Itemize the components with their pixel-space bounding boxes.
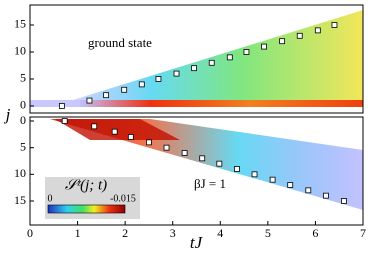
marker (173, 70, 180, 77)
marker (155, 76, 162, 82)
x-tick-label: 3 (170, 226, 176, 240)
panel-annotation: βJ = 1 (194, 176, 226, 191)
marker (314, 27, 321, 34)
heatmap-top (30, 10, 363, 107)
x-tick-label: 6 (312, 226, 318, 240)
marker (146, 139, 152, 146)
colorbar-label: 𝒮ᶻ(j; t) (65, 177, 107, 193)
x-tick-label: 1 (75, 226, 81, 240)
marker (341, 198, 347, 204)
y-tick-label: 5 (20, 139, 26, 153)
y-tick-label: 0 (20, 98, 26, 112)
y-tick-label: 15 (14, 193, 26, 207)
marker (181, 150, 188, 156)
y-tick-label: 5 (20, 71, 26, 85)
y-tick-label: 10 (14, 44, 26, 58)
marker (226, 54, 233, 61)
marker (111, 128, 118, 135)
marker (61, 118, 68, 124)
marker (331, 22, 338, 28)
marker (208, 59, 215, 66)
marker (58, 103, 65, 109)
panel-frame (29, 116, 364, 226)
x-tick-label: 0 (27, 226, 33, 240)
colorbar: 𝒮ᶻ(j; t) (45, 177, 140, 219)
marker (199, 155, 206, 162)
marker (103, 92, 110, 99)
x-tick-label: 7 (360, 226, 366, 240)
marker (91, 123, 98, 130)
y-axis-label: j (4, 105, 11, 124)
marker (191, 65, 198, 72)
marker (296, 32, 303, 39)
panel-annotation: ground state (88, 35, 152, 50)
x-tick-label: 4 (217, 226, 223, 240)
marker (287, 182, 294, 188)
marker (163, 144, 170, 151)
marker (216, 160, 223, 167)
marker (127, 134, 134, 140)
marker (234, 166, 240, 172)
marker (269, 176, 276, 183)
marker (251, 171, 258, 178)
marker (279, 38, 286, 45)
x-tick-label: 5 (265, 226, 271, 240)
x-axis-label: tJ (190, 233, 204, 252)
panel-frame (29, 4, 364, 114)
marker (261, 43, 267, 50)
marker (305, 187, 312, 194)
marker (322, 192, 329, 199)
colorbar-tick-label: 0 (48, 193, 53, 204)
marker (243, 49, 250, 55)
marker (121, 86, 128, 93)
colorbar-tick-label: -0.015 (110, 193, 136, 204)
marker (138, 81, 145, 88)
y-tick-label: 10 (14, 166, 26, 180)
colorbar-bar (47, 204, 126, 214)
marker (86, 97, 93, 104)
y-tick-label: 0 (20, 113, 26, 127)
y-tick-label: 15 (14, 17, 26, 31)
x-tick-label: 2 (122, 226, 128, 240)
